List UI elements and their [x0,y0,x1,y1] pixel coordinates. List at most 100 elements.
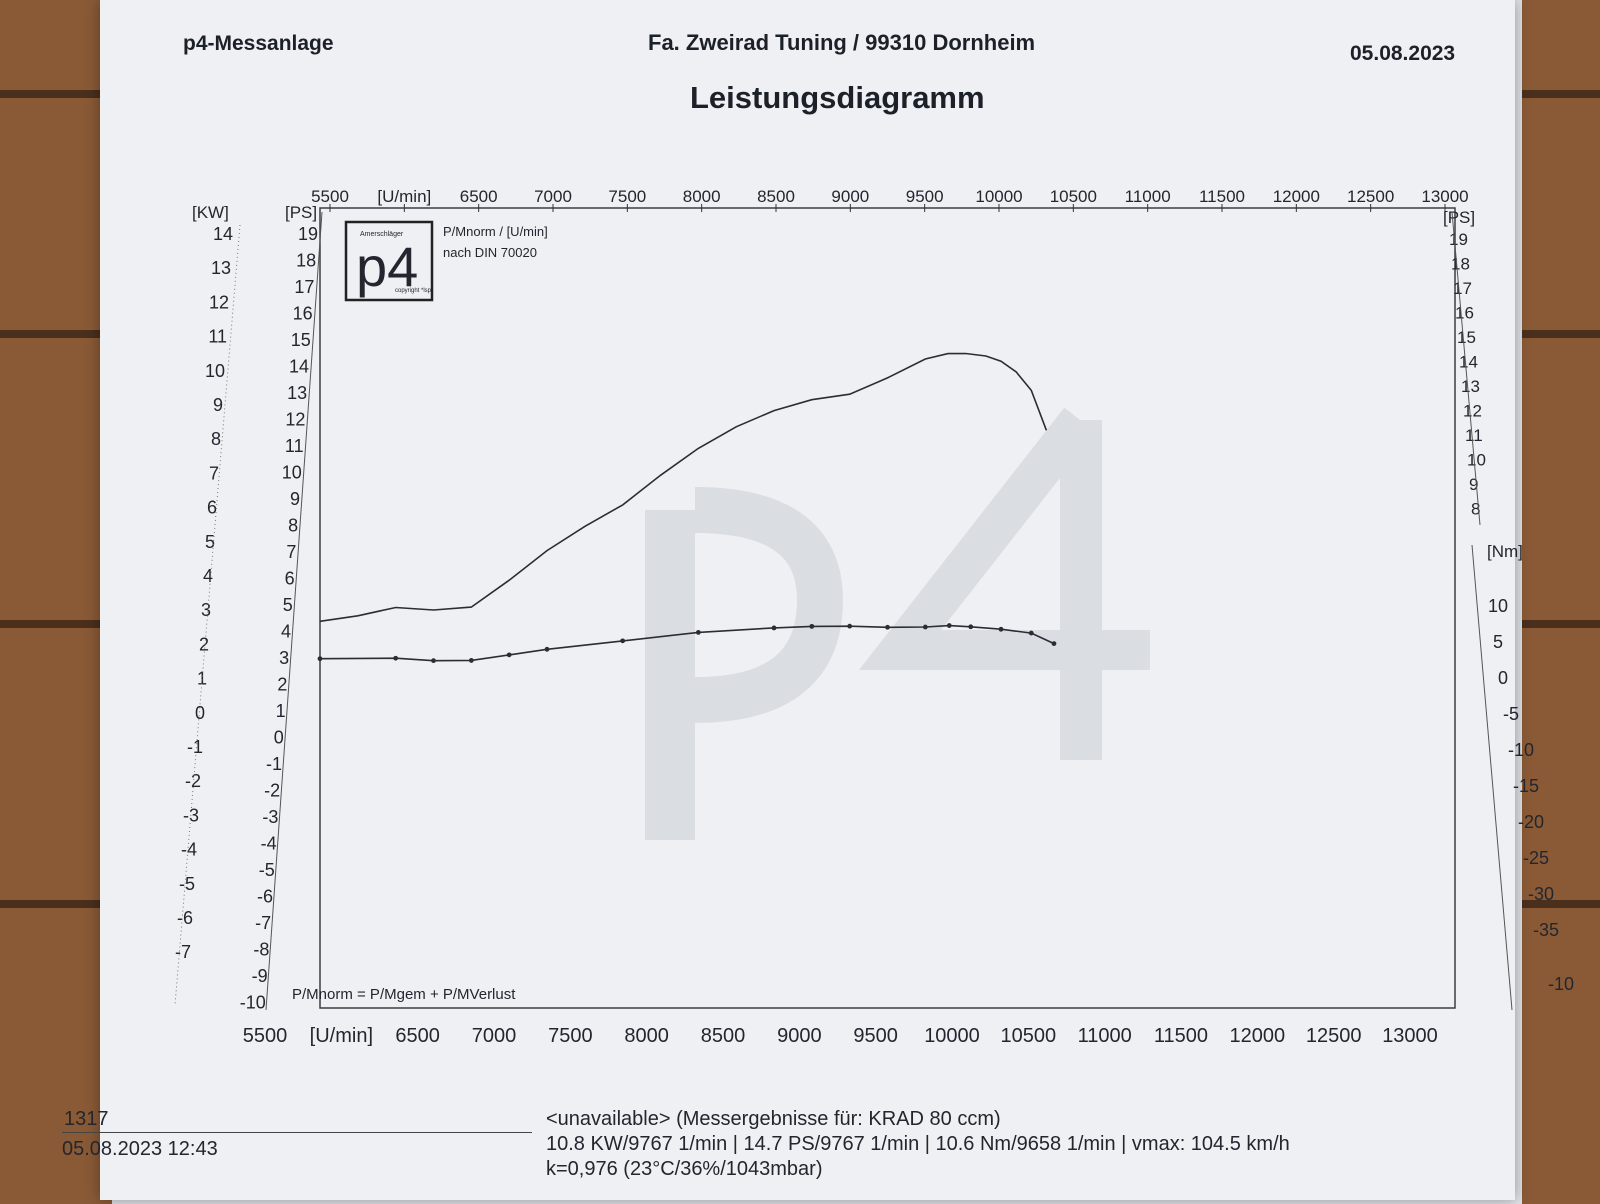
signature-line [62,1132,532,1133]
header-date: 05.08.2023 [1350,42,1456,65]
torque-point [1051,641,1057,646]
result-line2: 10.8 KW/9767 1/min | 14.7 PS/9767 1/min … [546,1133,1290,1155]
ps-tick: -6 [257,887,273,907]
logo-small-top: Amerschläger [360,231,404,238]
x-tick-top: 6500 [460,187,498,206]
x-tick-bottom: 12500 [1306,1025,1362,1047]
x-tick-bottom: 10500 [1001,1025,1057,1047]
nm-tick: -25 [1523,848,1549,868]
x-tick-top: 7000 [534,187,572,206]
ps-tick: -10 [240,993,266,1013]
x-tick-bottom: 8000 [624,1025,669,1047]
logo-text: p4 [356,235,418,298]
ps-right-tick: 10 [1467,451,1486,470]
kw-tick: 0 [195,703,205,723]
x-tick-bottom: 6500 [395,1025,440,1047]
x-tick-bottom: 11000 [1078,1025,1132,1047]
nm-tick: -5 [1503,704,1519,724]
nm-tick: -35 [1533,920,1559,940]
nm-tick: -15 [1513,776,1539,796]
kw-tick: -2 [185,771,201,791]
torque-point [847,623,853,629]
kw-tick: 10 [205,361,225,381]
kw-axis-line [174,224,241,1006]
torque-point [922,624,928,630]
ps-tick: 2 [277,675,287,695]
x-tick-bottom: [U/min] [310,1025,373,1047]
ps-tick: 3 [279,648,289,668]
header-center: Fa. Zweirad Tuning / 99310 Dornheim [648,30,1036,55]
nm-tick: 10 [1488,596,1508,616]
paper-sheet [100,0,1515,1200]
test-datetime: 05.08.2023 12:43 [62,1138,218,1160]
x-tick-top: 8000 [683,187,721,206]
page-title: Leistungsdiagramm [690,80,985,115]
test-number: 1317 [64,1108,109,1130]
ps-axis-line [265,211,323,1011]
torque-point [1028,630,1034,636]
power-series-line [319,352,1048,623]
torque-point [946,623,952,628]
x-tick-top: 11000 [1125,187,1171,206]
ps-tick: 11 [285,436,304,456]
ps-tick: -8 [253,940,269,960]
kw-tick: 2 [199,634,209,654]
torque-point [393,655,399,661]
x-tick-bottom: 12000 [1230,1025,1286,1047]
x-tick-bottom: 9500 [853,1025,898,1047]
ps-right-tick: 13 [1461,377,1480,396]
x-tick-top: 10000 [975,187,1022,206]
ps-tick: 19 [298,224,318,244]
ps-right-tick: 18 [1451,255,1470,274]
kw-tick: 1 [197,669,207,689]
ps-tick: 10 [282,463,302,483]
torque-point [431,658,436,664]
ps-right-tick: 11 [1465,426,1483,445]
ps-right-tick: 15 [1457,328,1476,347]
ps-right-tick: 9 [1469,475,1478,494]
logo: p4 Amerschläger copyright *lsp [344,220,434,302]
torque-point [968,624,974,630]
x-tick-bottom: 7000 [472,1025,517,1047]
torque-point [620,638,626,644]
ps-right-tick: 16 [1455,304,1474,323]
x-tick-bottom: 11500 [1154,1025,1208,1047]
kw-tick: 7 [209,463,219,483]
torque-point [695,629,701,635]
ps-tick: 8 [288,516,298,536]
torque-point [506,652,512,658]
watermark-stroke [645,510,695,840]
ps-tick: 1 [276,701,286,721]
ps-right-tick: 12 [1463,402,1482,421]
ps-tick: -2 [264,781,280,801]
ps-tick: 5 [283,595,293,615]
legend-line2: nach DIN 70020 [443,245,537,260]
watermark-stroke [1060,420,1102,760]
ps-tick: 4 [281,622,291,642]
kw-tick: 3 [201,600,211,620]
kw-tick: -6 [177,908,193,928]
x-tick-top: 5500 [311,187,349,206]
ps-tick: 17 [294,277,314,297]
x-tick-top: 9500 [906,187,944,206]
x-tick-top: 7500 [608,187,646,206]
kw-tick: -4 [181,840,197,860]
x-tick-bottom: 7500 [548,1025,593,1047]
x-tick-top: [U/min] [377,187,431,206]
kw-tick: -1 [187,737,203,757]
nm-unit: [Nm] [1487,542,1523,561]
result-line1: <unavailable> (Messergebnisse für: KRAD … [546,1108,1001,1130]
kw-tick: 14 [213,224,233,244]
nm-tick: -10 [1548,974,1574,994]
nm-tick: 5 [1493,632,1503,652]
logo-small-bottom: copyright *lsp [395,288,432,294]
torque-point [317,656,323,662]
x-tick-bottom: 9000 [777,1025,822,1047]
ps-tick: 14 [289,357,309,377]
ps-unit-right: [PS] [1443,208,1475,227]
nm-tick: -30 [1528,884,1554,904]
kw-tick: 9 [213,395,223,415]
ps-tick: 18 [296,251,316,271]
nm-tick: -10 [1508,740,1534,760]
